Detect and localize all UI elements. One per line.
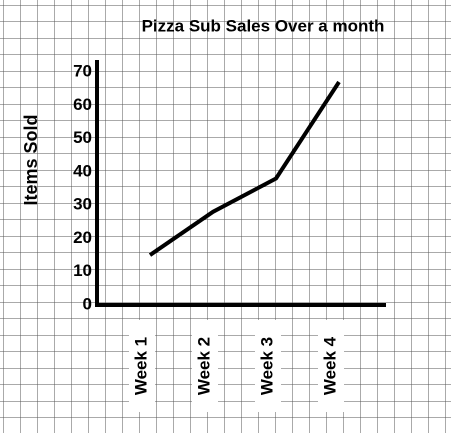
- x-tick-label: Week 2: [194, 337, 213, 395]
- x-label-box: [255, 320, 281, 412]
- line: [148, 80, 341, 257]
- y-axis-label: Items Sold: [21, 114, 41, 205]
- x-tick-label: Week 1: [131, 337, 150, 395]
- y-tick-label: 0: [83, 294, 92, 313]
- x-tick-label: Week 3: [257, 337, 276, 395]
- x-label-box: [129, 320, 155, 412]
- y-tick-label: 10: [73, 261, 92, 280]
- x-label-box: [318, 320, 344, 412]
- x-label-box: [192, 320, 218, 412]
- y-tick-label: 20: [73, 228, 92, 247]
- y-tick-label: 50: [73, 128, 92, 147]
- x-tick-label: Week 4: [320, 336, 339, 395]
- y-tick-label: 60: [73, 95, 92, 114]
- y-tick-label: 30: [73, 195, 92, 214]
- chart-title: Pizza Sub Sales Over a month: [142, 16, 385, 35]
- y-tick-label: 40: [73, 161, 92, 180]
- y-tick-label: 70: [73, 61, 92, 80]
